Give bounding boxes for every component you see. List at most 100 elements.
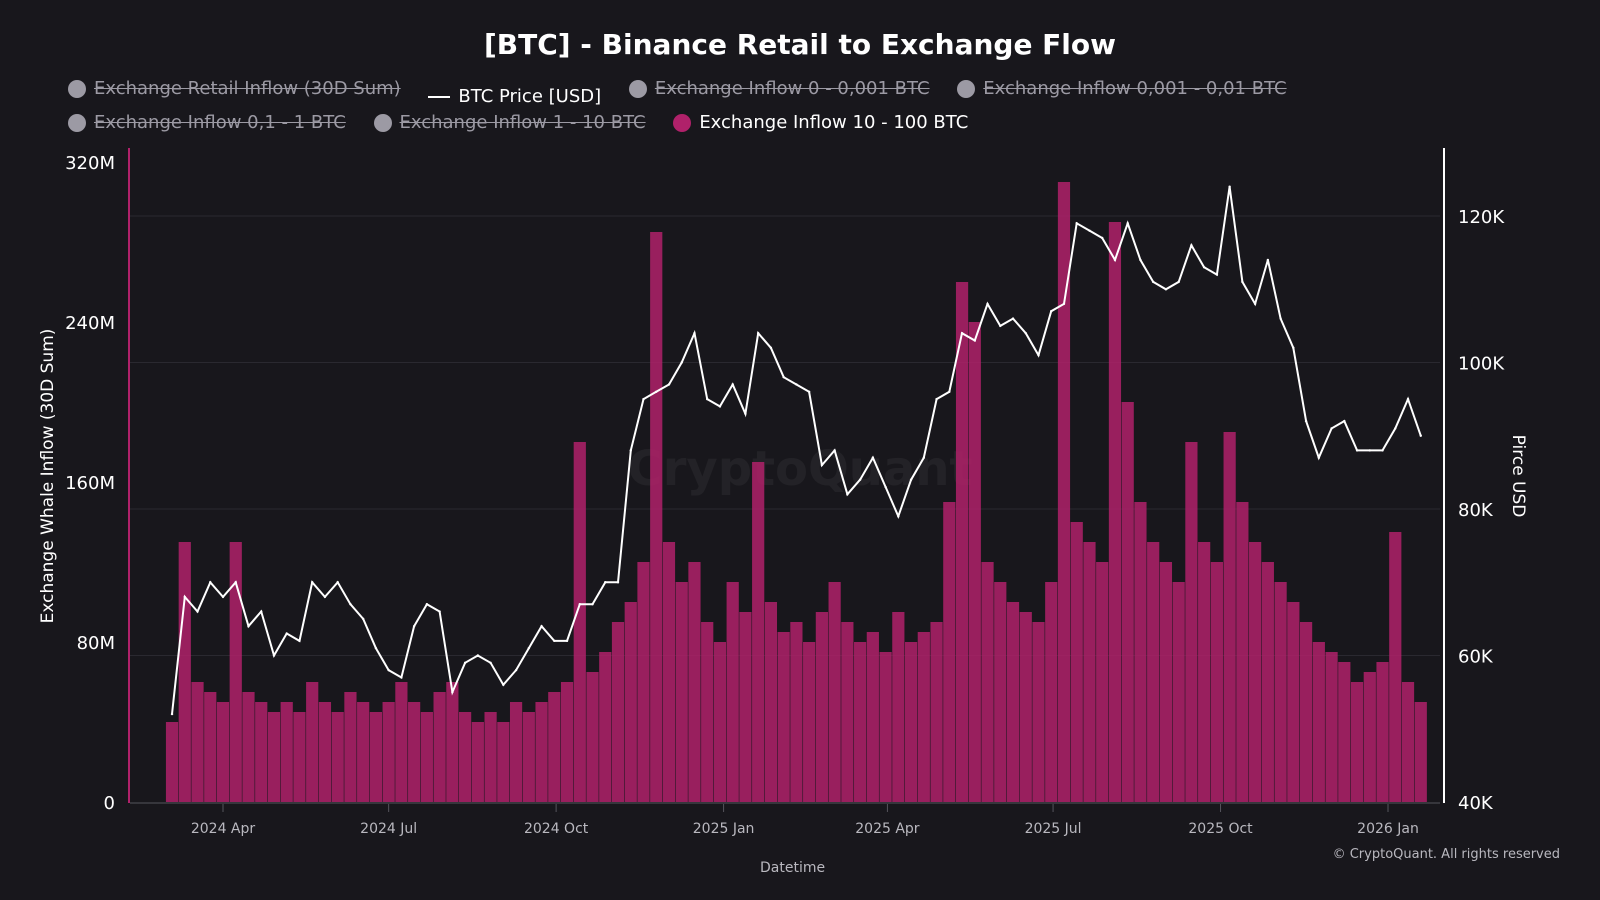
legend-item-retail-inflow[interactable]: Exchange Retail Inflow (30D Sum) bbox=[68, 76, 401, 102]
legend-item-btc-price[interactable]: BTC Price [USD] bbox=[428, 84, 601, 110]
price-point bbox=[1368, 449, 1371, 452]
price-point bbox=[361, 617, 365, 621]
y-axis-right-label: Pirce USD bbox=[1508, 435, 1528, 518]
price-point bbox=[935, 397, 938, 401]
inflow-bar bbox=[331, 712, 344, 802]
price-point bbox=[922, 456, 926, 459]
inflow-bar bbox=[191, 682, 204, 802]
price-point bbox=[1151, 280, 1155, 284]
inflow-bar bbox=[1121, 402, 1134, 802]
inflow-bar bbox=[968, 322, 981, 802]
x-tick-label: 2024 Apr bbox=[191, 821, 256, 837]
price-point bbox=[731, 383, 734, 386]
inflow-bar bbox=[1198, 542, 1211, 802]
inflow-bar bbox=[1070, 522, 1083, 802]
inflow-bar bbox=[1287, 602, 1300, 802]
inflow-bar bbox=[293, 712, 306, 802]
inflow-bar bbox=[1274, 582, 1287, 802]
price-point bbox=[170, 712, 174, 716]
price-point bbox=[909, 478, 913, 481]
inflow-bar bbox=[866, 632, 879, 802]
price-point bbox=[1177, 280, 1180, 284]
legend-item-inflow-0-0001[interactable]: Exchange Inflow 0 - 0,001 BTC bbox=[628, 76, 930, 102]
inflow-bar bbox=[1325, 652, 1338, 802]
price-point bbox=[1062, 302, 1066, 306]
price-point bbox=[463, 661, 467, 665]
price-point bbox=[1241, 280, 1244, 284]
x-tick-label: 2026 Jan bbox=[1357, 821, 1419, 837]
price-point bbox=[438, 610, 441, 613]
price-point bbox=[1355, 449, 1359, 452]
inflow-bar bbox=[357, 702, 370, 802]
watermark: CryptoQuant bbox=[628, 441, 973, 497]
legend-item-inflow-1-10[interactable]: Exchange Inflow 1 - 10 BTC bbox=[373, 110, 646, 136]
inflow-bar bbox=[955, 282, 969, 802]
price-point bbox=[1292, 346, 1295, 350]
inflow-bar bbox=[1032, 622, 1045, 802]
inflow-bar bbox=[204, 692, 217, 802]
price-point bbox=[795, 383, 798, 386]
price-point bbox=[782, 375, 785, 379]
price-point bbox=[1024, 332, 1027, 335]
inflow-bar bbox=[599, 652, 612, 802]
inflow-bar bbox=[446, 682, 459, 802]
inflow-bar bbox=[1363, 672, 1376, 802]
price-point bbox=[1419, 434, 1422, 437]
price-point bbox=[196, 610, 199, 613]
price-point bbox=[1037, 353, 1040, 357]
price-point bbox=[272, 654, 276, 657]
price-point bbox=[769, 346, 773, 350]
inflow-bar bbox=[752, 462, 765, 802]
price-point bbox=[1279, 317, 1282, 320]
legend-item-inflow-01-1[interactable]: Exchange Inflow 0,1 - 1 BTC bbox=[68, 110, 346, 136]
y-right-tick-label: 100K bbox=[1458, 354, 1505, 375]
price-point bbox=[247, 625, 250, 628]
price-point bbox=[1101, 236, 1104, 240]
price-point bbox=[578, 603, 581, 606]
price-point bbox=[1228, 185, 1231, 188]
inflow-bar bbox=[560, 682, 574, 802]
price-point bbox=[553, 639, 556, 643]
legend-item-inflow-0001-001[interactable]: Exchange Inflow 0,001 - 0,01 BTC bbox=[957, 76, 1287, 102]
price-point bbox=[412, 625, 416, 628]
inflow-bar bbox=[803, 642, 816, 802]
inflow-bar bbox=[1083, 542, 1096, 802]
inflow-bar bbox=[662, 542, 676, 802]
inflow-bar bbox=[165, 722, 179, 802]
inflow-bar bbox=[777, 632, 790, 802]
inflow-bar bbox=[1389, 532, 1402, 802]
price-point bbox=[642, 397, 645, 401]
y-right-tick-label: 120K bbox=[1458, 207, 1505, 228]
price-point bbox=[540, 625, 543, 628]
inflow-bar bbox=[1236, 502, 1249, 802]
price-point bbox=[1266, 258, 1270, 262]
legend-dot-icon bbox=[373, 114, 392, 132]
inflow-bar bbox=[1376, 662, 1389, 802]
copyright: © CryptoQuant. All rights reserved bbox=[1332, 847, 1560, 862]
price-point bbox=[871, 456, 875, 459]
inflow-bar bbox=[1096, 562, 1109, 802]
price-point bbox=[476, 654, 480, 657]
price-point bbox=[960, 332, 964, 335]
price-point bbox=[527, 646, 531, 650]
price-point bbox=[718, 405, 722, 408]
inflow-bar bbox=[1057, 182, 1071, 802]
y-left-tick-label: 80M bbox=[77, 633, 115, 654]
price-point bbox=[1406, 397, 1410, 401]
price-point bbox=[693, 332, 696, 335]
x-tick-label: 2025 Oct bbox=[1188, 821, 1253, 837]
price-point bbox=[323, 595, 327, 599]
inflow-bar bbox=[650, 232, 663, 802]
price-point bbox=[604, 581, 607, 584]
price-point bbox=[846, 493, 849, 496]
inflow-bar bbox=[471, 722, 484, 802]
inflow-bar bbox=[548, 692, 561, 802]
inflow-bar bbox=[1414, 702, 1427, 802]
price-point bbox=[973, 339, 976, 342]
price-point bbox=[858, 478, 862, 481]
legend-item-inflow-10-100[interactable]: Exchange Inflow 10 - 100 BTC bbox=[673, 110, 968, 136]
x-tick-label: 2024 Jul bbox=[360, 821, 417, 837]
inflow-bar bbox=[459, 712, 472, 802]
price-point bbox=[310, 581, 314, 584]
price-point bbox=[744, 412, 747, 415]
